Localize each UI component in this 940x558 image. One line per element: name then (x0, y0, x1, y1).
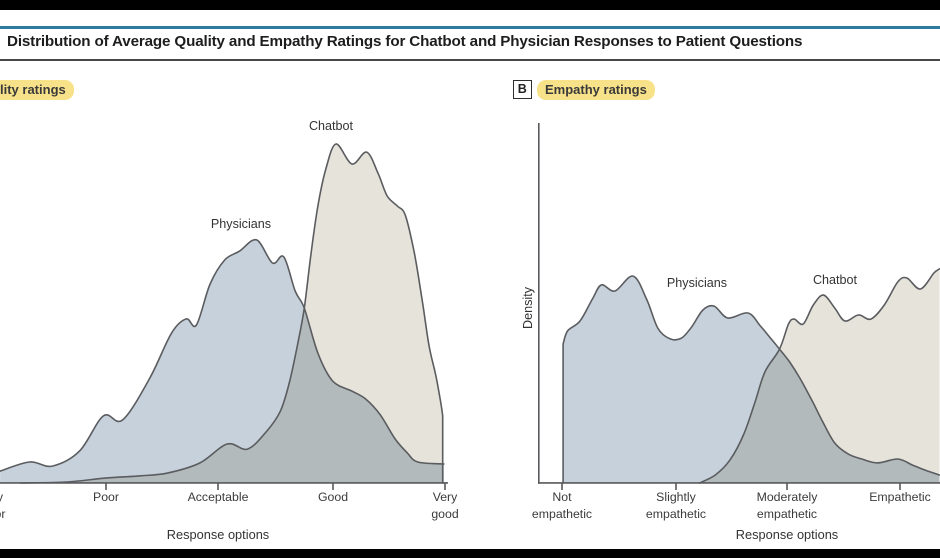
quality-tick-poor: Poor (93, 490, 119, 504)
empathy-tick-not: Not empathetic (531, 490, 593, 521)
empathy-physicians-label: Physicians (666, 276, 728, 290)
figure-title: Distribution of Average Quality and Empa… (7, 33, 803, 50)
panel-b-label: Empathy ratings (537, 80, 655, 100)
quality-tick-good: Good (317, 490, 349, 504)
quality-x-axis-title: Response options (166, 527, 270, 542)
empathy-chatbot-area (699, 268, 940, 483)
empathy-tick-slightly: Slightly empathetic (645, 490, 707, 521)
quality-tick-acceptable: Acceptable (187, 490, 249, 504)
empathy-physicians-curve (562, 275, 940, 484)
quality-chatbot-label: Chatbot (308, 119, 354, 133)
bottom-crop-bar (0, 549, 940, 558)
empathy-tick-empathetic: Empathetic (869, 490, 931, 504)
empathy-chatbot-curve (698, 268, 940, 484)
quality-chatbot-curve (19, 143, 444, 484)
empathy-x-axis-title: Response options (735, 527, 839, 542)
empathy-axis-ticks (561, 483, 901, 490)
axes (0, 123, 940, 490)
panel-b-tag: B (513, 80, 532, 99)
quality-tick-very-good: Very good (431, 490, 459, 521)
header-rule (0, 26, 940, 29)
empathy-tick-moderately: Moderately empathetic (756, 490, 818, 521)
top-crop-bar (0, 0, 940, 10)
quality-physicians-curve (0, 238, 445, 472)
panel-a-label: lity ratings (0, 80, 74, 100)
empathy-chatbot-label: Chatbot (812, 273, 858, 287)
quality-physicians-label: Physicians (210, 217, 272, 231)
quality-tick-very-poor: y or (0, 490, 6, 521)
panel-a-label-text: lity ratings (0, 82, 66, 98)
quality-axis-ticks (105, 483, 446, 490)
empathy-y-axis-title: Density (521, 287, 535, 329)
quality-chatbot-area (20, 143, 443, 483)
title-rule (0, 58, 940, 62)
panel-b-label-text: Empathy ratings (545, 82, 647, 98)
